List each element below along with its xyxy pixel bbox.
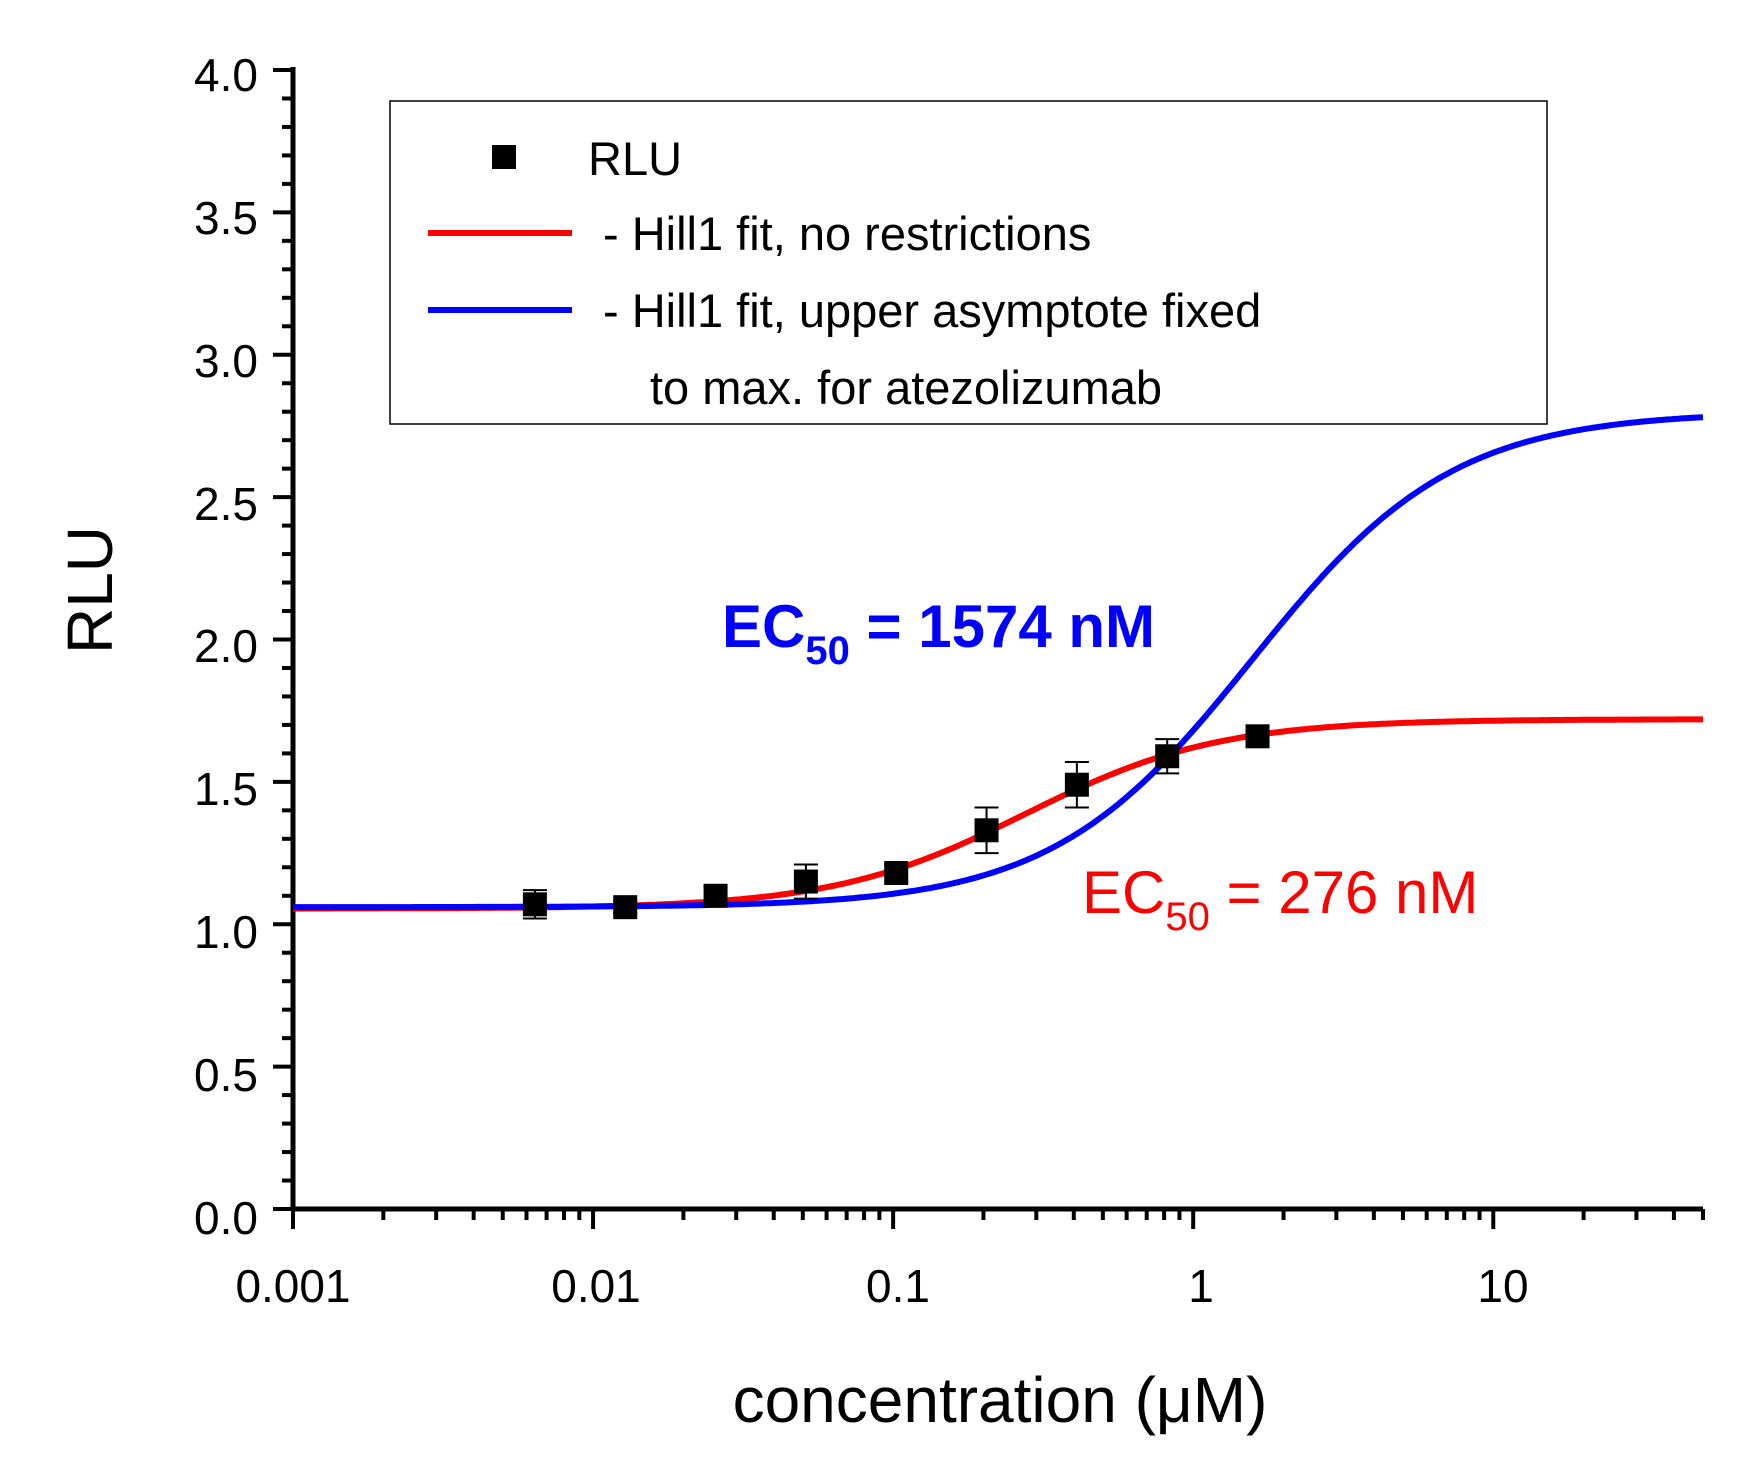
ec50-red-sub: 50: [1165, 895, 1210, 939]
data-point: [974, 818, 999, 843]
ec50-red-value: = 276 nM: [1210, 859, 1479, 926]
legend: RLU - Hill1 fit, no restrictions - Hill1…: [389, 100, 1548, 425]
y-tick-label: 2.0: [194, 620, 258, 672]
y-tick-label: 2.5: [194, 478, 258, 530]
ec50-red-base: EC: [1082, 859, 1165, 926]
ec50-blue-sub: 50: [805, 629, 850, 673]
x-tick-labels: 0.001 0.01 0.1 1 10: [235, 1260, 1528, 1312]
y-tick-label: 0.5: [194, 1049, 258, 1101]
ec50-blue-value: = 1574 nM: [850, 593, 1155, 660]
y-tick-label: 4.0: [194, 49, 258, 101]
ec50-annotation-red: EC50 = 276 nM: [1082, 859, 1478, 939]
y-tick-labels: 0.0 0.5 1.0 1.5 2.0 2.5 3.0 3.5 4.0: [194, 49, 258, 1244]
data-point: [1155, 744, 1180, 769]
ec50-blue-base: EC: [722, 593, 805, 660]
axes: [273, 67, 1705, 1229]
fit-curve-red: [293, 716, 1703, 912]
data-point: [703, 883, 728, 908]
x-tick-label: 10: [1477, 1260, 1528, 1312]
x-tick-label: 1: [1188, 1260, 1214, 1312]
x-tick-label: 0.1: [866, 1260, 930, 1312]
y-tick-label: 1.5: [194, 763, 258, 815]
legend-label-blue-fit-line2: to max. for atezolizumab: [650, 361, 1162, 414]
data-point: [1064, 772, 1089, 797]
data-point: [522, 892, 547, 917]
legend-marker-rlu: [492, 145, 516, 169]
y-tick-label: 3.0: [194, 335, 258, 387]
data-point: [793, 869, 818, 894]
legend-label-red-fit: - Hill1 fit, no restrictions: [603, 207, 1091, 260]
data-points: [522, 724, 1270, 920]
x-axis-title: concentration (μM): [733, 1364, 1268, 1436]
ec50-annotation-blue: EC50 = 1574 nM: [722, 593, 1155, 673]
legend-box: [389, 100, 1548, 425]
y-tick-label: 1.0: [194, 906, 258, 958]
x-tick-label: 0.001: [235, 1260, 350, 1312]
x-tick-label: 0.01: [551, 1260, 641, 1312]
data-point: [613, 895, 638, 920]
data-point: [1245, 724, 1270, 749]
legend-label-rlu: RLU: [588, 132, 682, 185]
y-tick-label: 0.0: [194, 1192, 258, 1244]
data-point: [884, 860, 909, 885]
y-axis-title: RLU: [54, 526, 126, 654]
legend-label-blue-fit: - Hill1 fit, upper asymptote fixed: [603, 284, 1261, 337]
y-tick-label: 3.5: [194, 192, 258, 244]
